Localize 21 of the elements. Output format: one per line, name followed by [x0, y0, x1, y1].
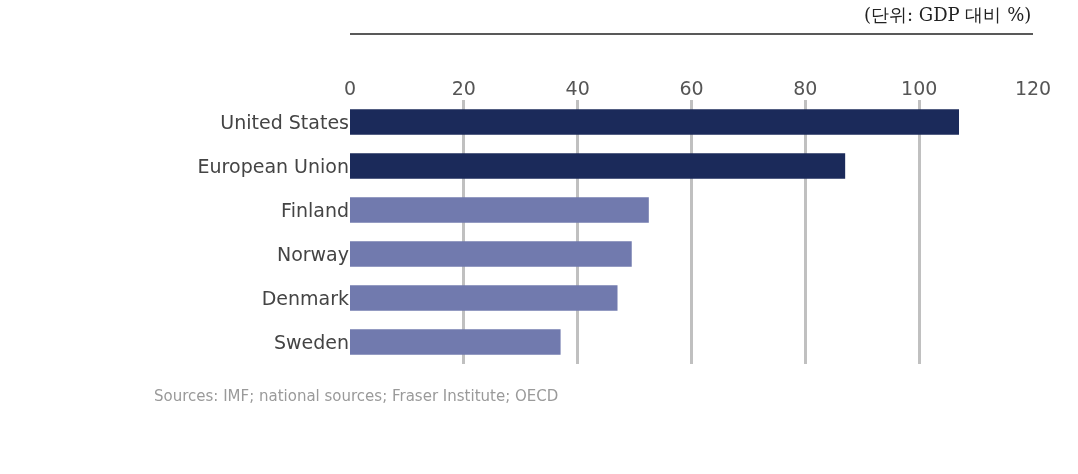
text: (단위: GDP 대비 %): [864, 4, 1032, 25]
source-note: Sources: IMF; national sources; Fraser Institute; OECD: [154, 387, 559, 405]
bar: [350, 109, 960, 135]
x-tick-label: 20: [451, 77, 476, 100]
y-tick-label: European Union: [197, 154, 349, 177]
y-tick-label: Sweden: [273, 330, 349, 353]
y-tick-label: United States: [220, 110, 349, 133]
bar: [350, 197, 649, 223]
bar: [350, 329, 561, 355]
x-tick-label: 40: [565, 77, 590, 100]
bar: [350, 241, 632, 267]
y-tick-label: Norway: [276, 242, 349, 265]
x-tick-label: 120: [1014, 77, 1052, 100]
y-tick-label: Finland: [281, 198, 349, 221]
x-tick-label: 60: [679, 77, 704, 100]
x-tick-label: 80: [793, 77, 818, 100]
y-tick-label: Denmark: [261, 286, 349, 309]
bar: [350, 153, 846, 179]
bar: [350, 285, 618, 311]
x-tick-label: 100: [901, 77, 938, 100]
x-tick-label: 0: [343, 77, 357, 100]
